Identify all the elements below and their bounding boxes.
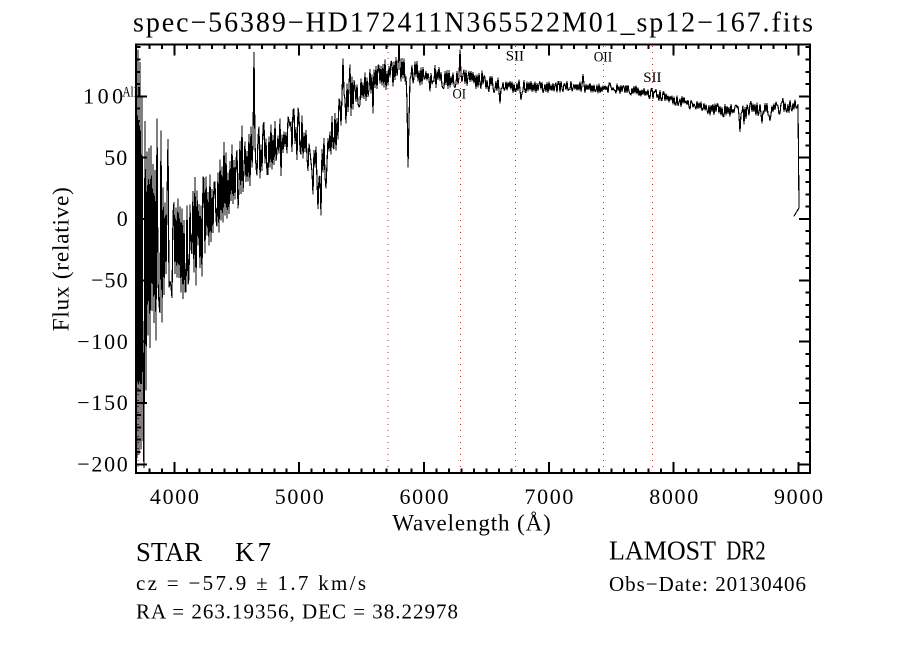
- svg-text:100: 100: [83, 84, 123, 109]
- svg-text:STAR: STAR: [136, 537, 202, 567]
- svg-text:cz = −57.9 ± 1.7 km/s: cz = −57.9 ± 1.7 km/s: [136, 571, 366, 595]
- svg-text:spec−56389−HD172411N365522M01_: spec−56389−HD172411N365522M01_sp12−167.f…: [133, 8, 813, 39]
- svg-text:K7: K7: [235, 537, 271, 567]
- svg-text:50: 50: [104, 145, 127, 170]
- svg-text:OI: OI: [453, 87, 467, 103]
- svg-text:OII: OII: [594, 49, 613, 65]
- svg-text:0: 0: [117, 206, 128, 231]
- svg-text:6000: 6000: [400, 484, 449, 509]
- svg-text:SII: SII: [506, 49, 524, 65]
- svg-text:8000: 8000: [649, 484, 698, 509]
- svg-text:LAMOST: LAMOST: [609, 536, 716, 566]
- svg-text:7000: 7000: [524, 484, 573, 509]
- svg-text:9000: 9000: [774, 484, 823, 509]
- svg-text:5000: 5000: [275, 484, 324, 509]
- svg-text:RA = 263.19356, DEC = 38.2297: RA = 263.19356, DEC = 38.22978: [136, 600, 458, 624]
- svg-text:AlII: AlII: [123, 85, 142, 101]
- svg-text:−50: −50: [91, 268, 128, 293]
- svg-text:4000: 4000: [150, 484, 199, 509]
- svg-text:Obs−Date: 20130406: Obs−Date: 20130406: [609, 572, 806, 596]
- svg-text:Wavelength (Å): Wavelength (Å): [392, 511, 551, 536]
- svg-text:Flux (relative): Flux (relative): [49, 187, 74, 331]
- svg-text:SII: SII: [643, 70, 661, 86]
- svg-text:DR2: DR2: [726, 536, 766, 566]
